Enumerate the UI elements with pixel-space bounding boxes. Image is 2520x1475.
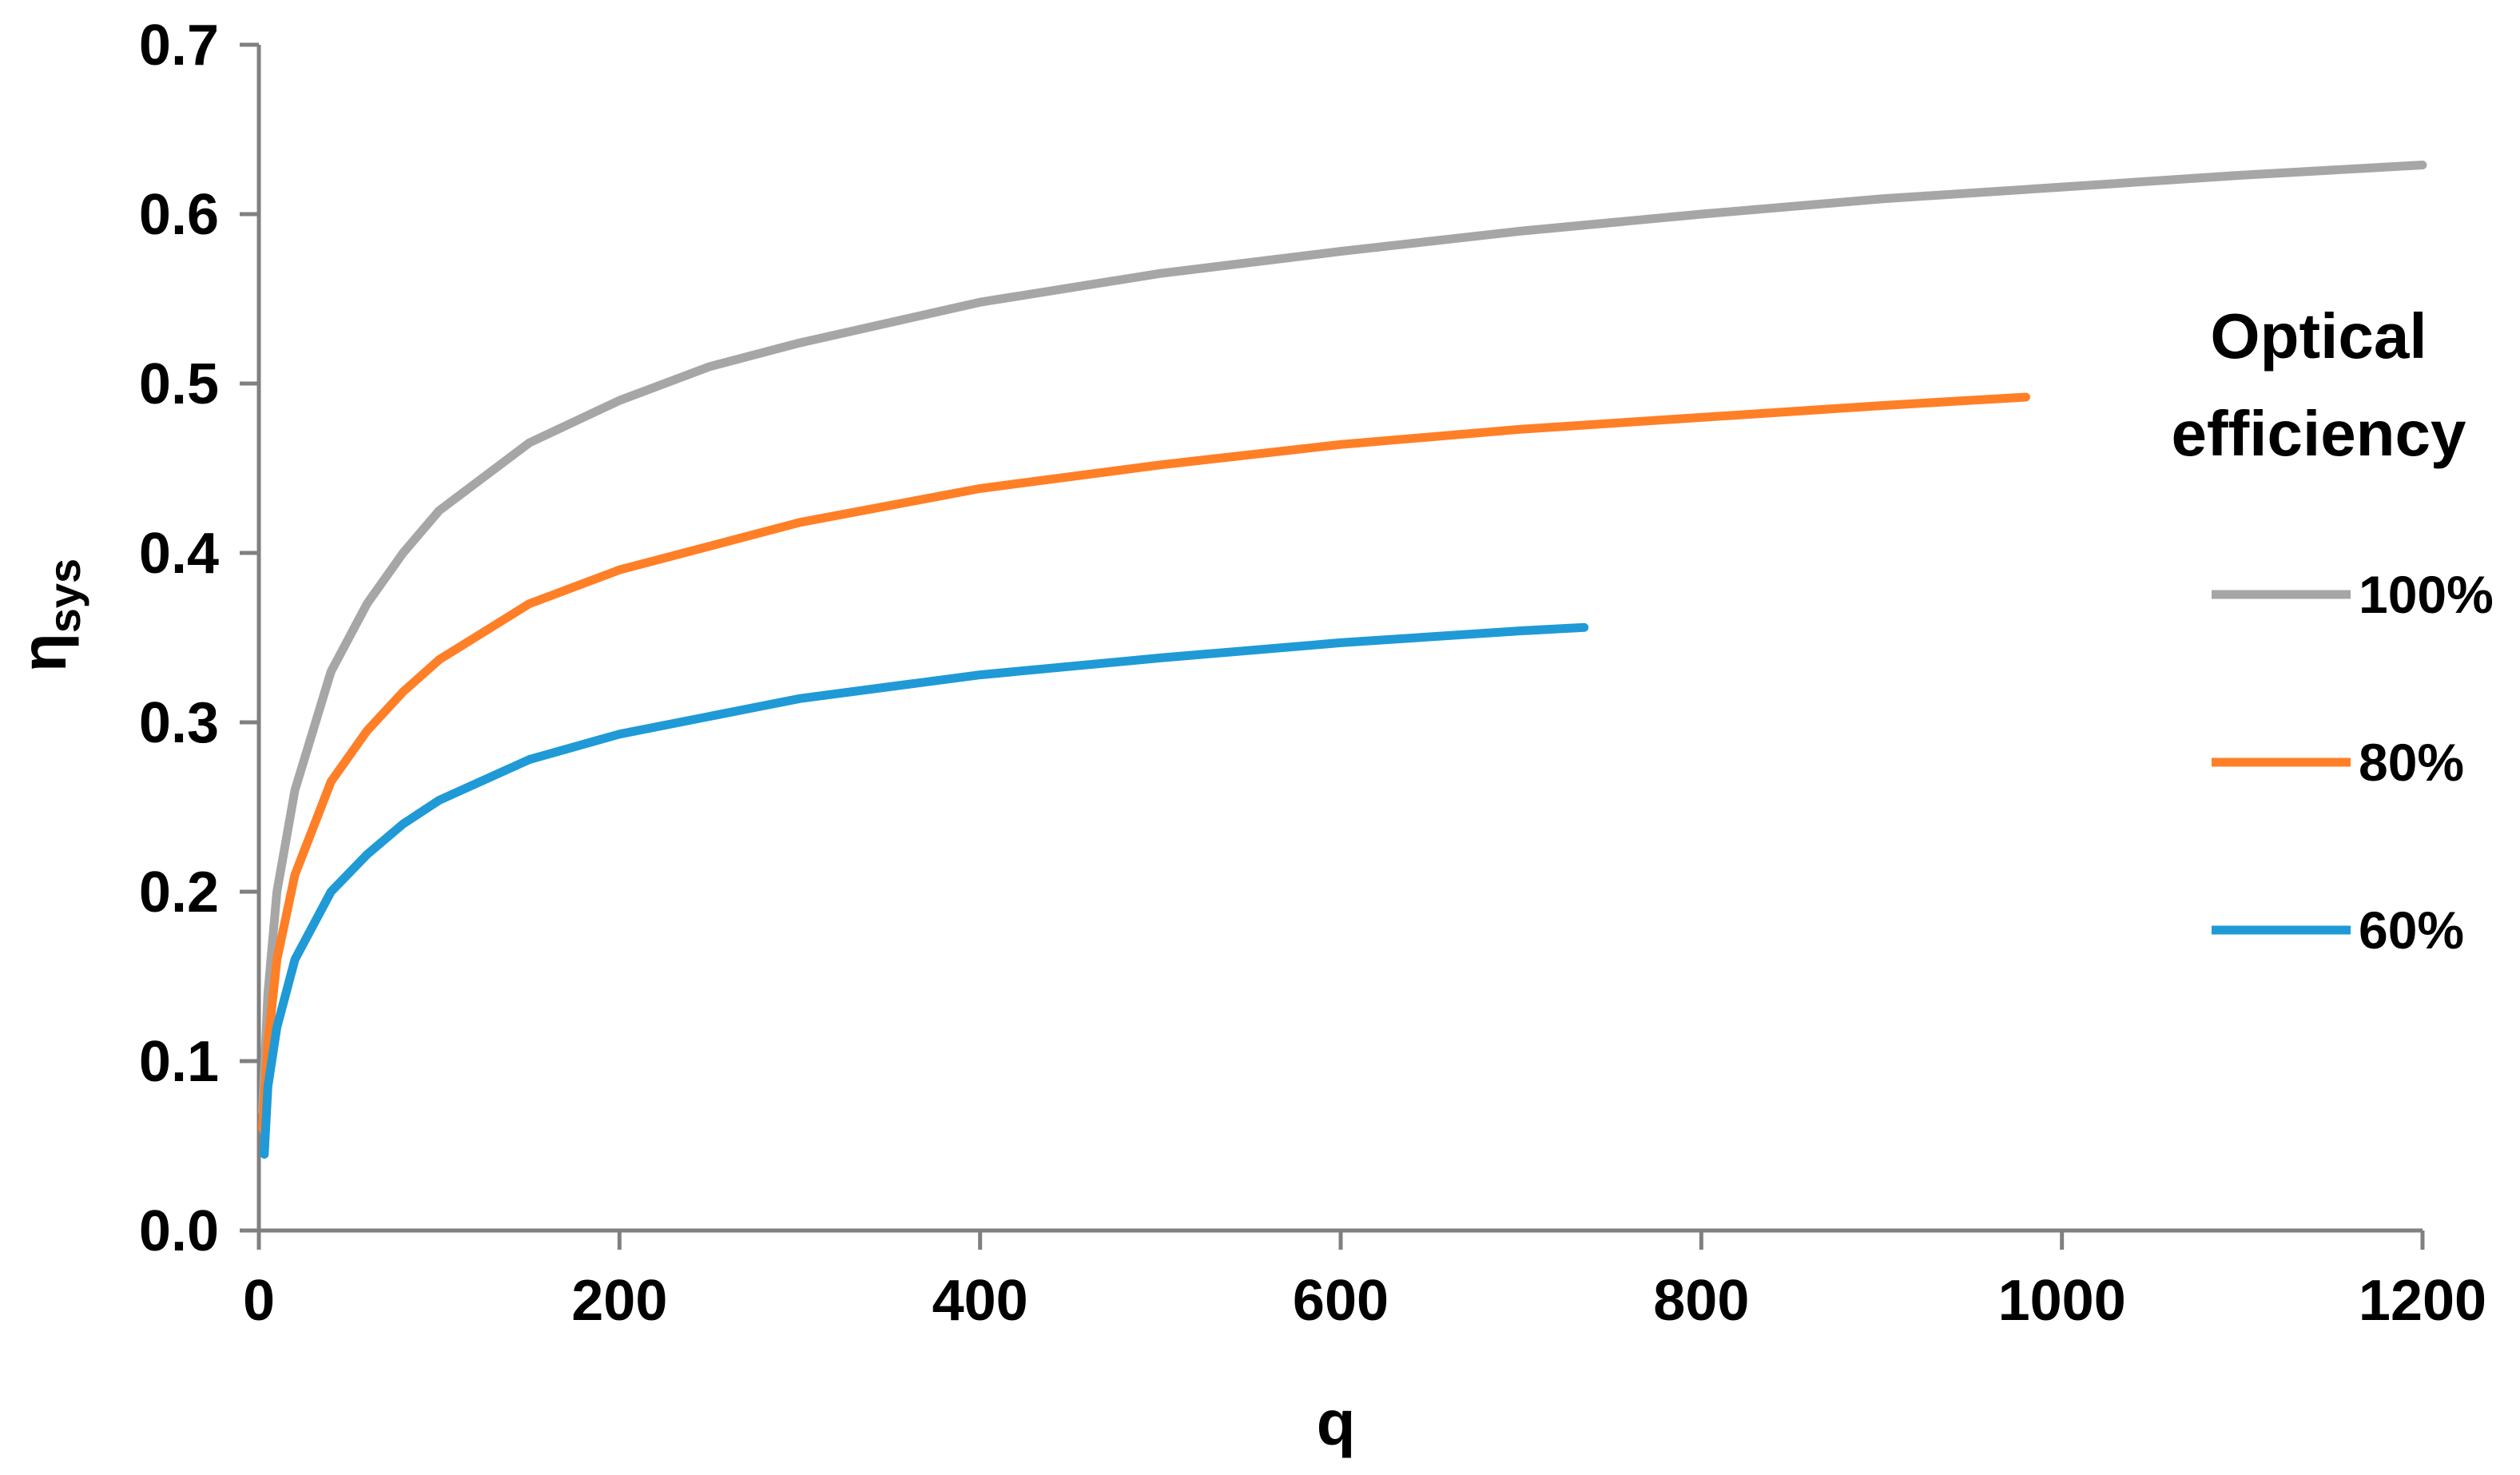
y-axis-title: ηsys	[8, 559, 89, 672]
y-axis-title-main: η	[8, 633, 79, 672]
x-tick-label: 1000	[1998, 1269, 2126, 1333]
legend-title-line-2: efficiency	[2171, 398, 2466, 469]
legend-label: 60%	[2359, 901, 2464, 960]
x-axis-title: q	[1317, 1387, 1356, 1458]
legend-label: 80%	[2359, 733, 2464, 792]
x-tick-label: 1200	[2359, 1269, 2486, 1333]
y-tick-label: 0.6	[139, 183, 219, 247]
y-tick-label: 0.7	[139, 14, 219, 78]
legend: Optical efficiency 100% 80% 60%	[2171, 300, 2493, 960]
legend-items: 100% 80% 60%	[2212, 565, 2494, 960]
x-tick-label: 0	[243, 1269, 275, 1333]
legend-label: 100%	[2359, 565, 2494, 624]
x-tick-label: 400	[932, 1269, 1028, 1333]
series-line-80-percent	[258, 392, 2030, 1134]
y-tick-label: 0.5	[139, 352, 219, 416]
y-tick-label: 0.0	[139, 1199, 219, 1263]
series-lines	[258, 161, 2427, 1159]
series-line-100-percent	[258, 161, 2427, 1117]
x-axis-ticks: 0 200 400 600 800 1000 1200	[243, 1230, 2486, 1333]
y-tick-label: 0.1	[139, 1030, 219, 1094]
legend-title-line-1: Optical	[2210, 300, 2427, 372]
x-tick-label: 200	[571, 1269, 667, 1333]
x-tick-label: 600	[1293, 1269, 1389, 1333]
y-tick-label: 0.3	[139, 691, 219, 755]
y-tick-label: 0.4	[139, 522, 219, 586]
y-axis-title-subscript: sys	[39, 559, 89, 633]
series-line-60-percent	[260, 622, 1589, 1159]
y-axis-ticks: 0.0 0.1 0.2 0.3 0.4 0.5 0.6 0.7	[139, 14, 259, 1263]
y-tick-label: 0.2	[139, 861, 219, 924]
x-tick-label: 800	[1653, 1269, 1749, 1333]
